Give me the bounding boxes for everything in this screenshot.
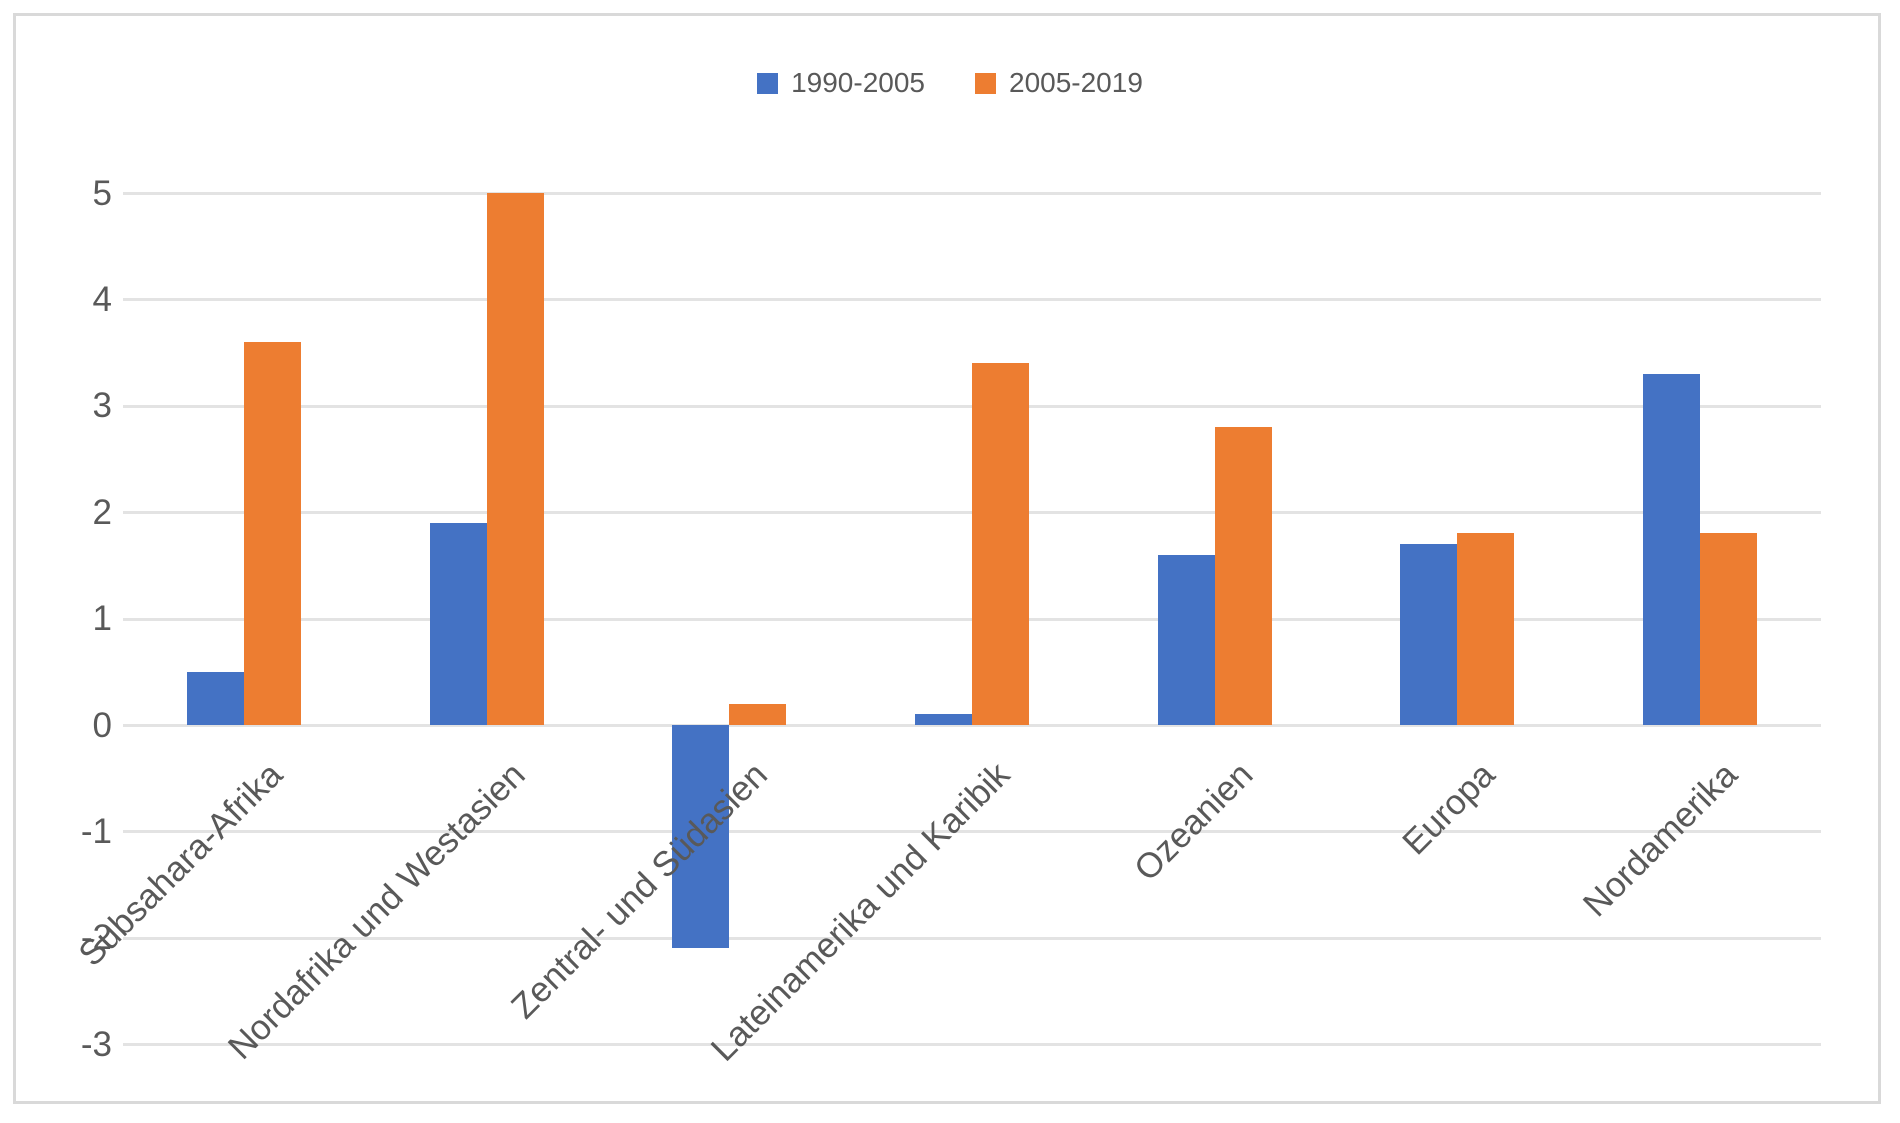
- y-tick-label--2: -2: [80, 918, 112, 958]
- bar-1990-2005-0: [187, 671, 245, 725]
- chart-legend: 1990-2005 2005-2019: [0, 64, 1900, 102]
- category-label-5: Europa: [1395, 755, 1503, 863]
- bar-2005-2019-2: [729, 703, 787, 725]
- legend-swatch-2005-2019-icon: [975, 72, 996, 94]
- y-tick-label--3: -3: [80, 1024, 112, 1064]
- legend-item-2005-2019: 2005-2019: [975, 69, 1143, 97]
- gridline-y--2: [123, 936, 1821, 940]
- bar-2005-2019-6: [1699, 533, 1757, 725]
- bar-2005-2019-4: [1214, 427, 1272, 725]
- bar-2005-2019-5: [1457, 533, 1515, 725]
- bar-1990-2005-6: [1642, 373, 1700, 725]
- category-label-2: Zentral- und Südasien: [503, 755, 776, 1027]
- bar-2005-2019-1: [486, 193, 544, 725]
- category-label-6: Nordamerika: [1576, 755, 1746, 925]
- bar-1990-2005-5: [1400, 544, 1458, 725]
- y-tick-label-3: 3: [92, 386, 112, 426]
- bar-1990-2005-2: [672, 725, 730, 949]
- bar-1990-2005-1: [429, 522, 487, 725]
- gridline-y--1: [123, 830, 1821, 834]
- legend-item-1990-2005: 1990-2005: [757, 69, 925, 97]
- gridline-y-5: [123, 192, 1821, 195]
- y-tick-label-5: 5: [92, 173, 112, 213]
- y-tick-label-0: 0: [92, 705, 112, 745]
- gridline-y--3: [123, 1043, 1821, 1047]
- bar-2005-2019-3: [972, 363, 1029, 725]
- legend-swatch-1990-2005-icon: [757, 72, 779, 94]
- y-tick-label-2: 2: [92, 492, 112, 532]
- gridline-y-0: [123, 724, 1821, 727]
- category-label-0: Subsahara-Afrika: [71, 755, 290, 974]
- gridline-y-4: [123, 298, 1821, 302]
- legend-label-1990-2005: 1990-2005: [791, 67, 925, 98]
- bar-1990-2005-3: [915, 714, 972, 725]
- y-tick-label--1: -1: [80, 811, 112, 851]
- legend-label-2005-2019: 2005-2019: [1009, 67, 1143, 98]
- y-tick-label-1: 1: [92, 599, 112, 639]
- bar-2005-2019-0: [244, 341, 302, 725]
- y-tick-label-4: 4: [92, 279, 112, 319]
- bar-1990-2005-4: [1157, 554, 1215, 725]
- category-label-4: Ozeanien: [1126, 755, 1261, 889]
